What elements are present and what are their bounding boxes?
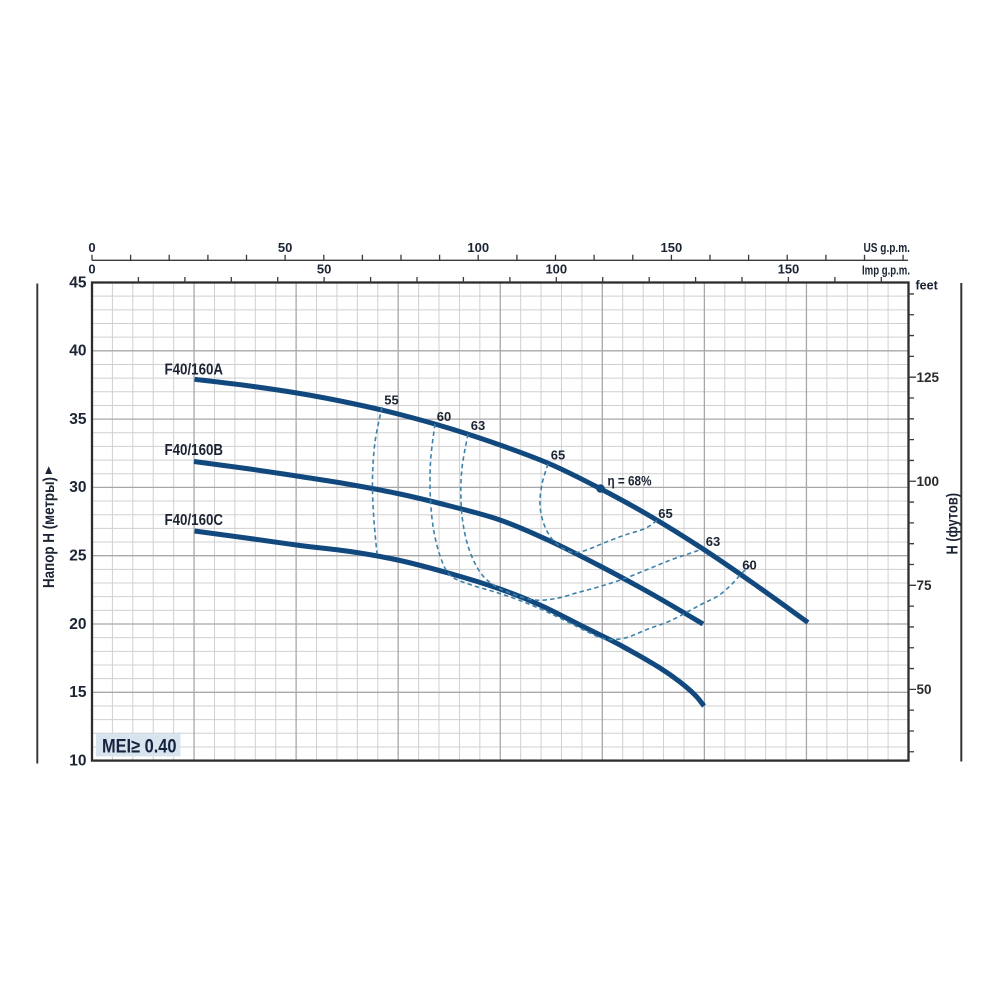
svg-text:63: 63	[706, 534, 720, 549]
svg-text:75: 75	[917, 578, 933, 593]
svg-text:feet: feet	[916, 279, 939, 293]
svg-text:35: 35	[69, 411, 87, 428]
svg-text:0: 0	[88, 262, 95, 277]
svg-text:60: 60	[437, 409, 451, 424]
svg-text:F40/160C: F40/160C	[165, 512, 224, 529]
svg-text:0: 0	[88, 240, 95, 255]
svg-text:100: 100	[467, 240, 489, 255]
svg-text:15: 15	[69, 684, 87, 701]
svg-text:20: 20	[69, 616, 86, 633]
svg-text:40: 40	[69, 343, 86, 360]
svg-text:10: 10	[69, 752, 86, 769]
svg-text:100: 100	[545, 262, 567, 277]
svg-text:H (футов): H (футов)	[945, 493, 962, 555]
svg-text:65: 65	[551, 448, 565, 463]
svg-text:30: 30	[69, 479, 86, 496]
svg-text:50: 50	[917, 682, 932, 697]
svg-text:η = 68%: η = 68%	[608, 474, 652, 489]
svg-text:63: 63	[471, 418, 485, 433]
svg-text:50: 50	[317, 262, 331, 277]
svg-text:60: 60	[742, 557, 756, 572]
svg-text:50: 50	[278, 240, 292, 255]
svg-text:65: 65	[658, 506, 672, 521]
svg-text:Imp g.p.m.: Imp g.p.m.	[862, 264, 910, 278]
svg-text:150: 150	[661, 240, 683, 255]
svg-text:US g.p.m.: US g.p.m.	[864, 241, 911, 255]
svg-text:Напор H (метры): Напор H (метры)	[41, 477, 58, 588]
svg-text:MEI≥ 0.40: MEI≥ 0.40	[102, 737, 177, 758]
svg-text:100: 100	[917, 474, 940, 489]
svg-text:25: 25	[69, 548, 87, 565]
svg-text:45: 45	[69, 274, 87, 291]
svg-text:F40/160A: F40/160A	[165, 361, 224, 378]
svg-text:F40/160B: F40/160B	[165, 442, 224, 459]
svg-text:125: 125	[917, 370, 940, 385]
svg-text:55: 55	[384, 392, 398, 407]
svg-text:150: 150	[778, 262, 800, 277]
